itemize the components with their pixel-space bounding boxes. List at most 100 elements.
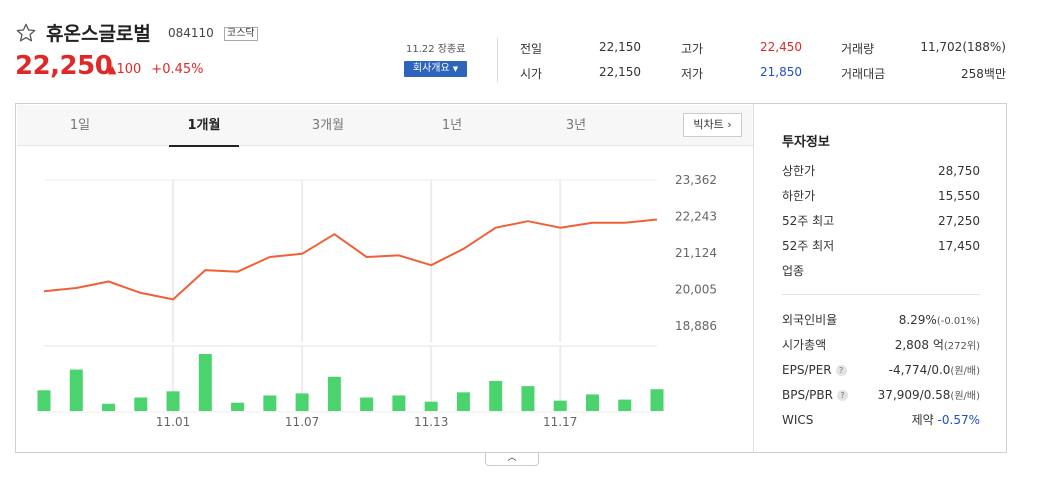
volume-bar <box>102 403 116 411</box>
chevron-right-icon: › <box>727 118 732 131</box>
volume-bar <box>69 369 83 411</box>
low-value: 21,850 <box>760 65 802 79</box>
upper-limit-row: 상한가 28,750 <box>782 163 980 179</box>
stock-code: 084110 <box>168 26 214 40</box>
high52-label: 52주 최고 <box>782 214 835 228</box>
x-tick-label: 11.13 <box>414 415 448 429</box>
amount-value: 258백만 <box>961 67 1006 81</box>
wics-row: WICS 제약 -0.57% <box>782 412 980 428</box>
foreign-ratio-change: (-0.01%) <box>936 316 980 327</box>
big-chart-button[interactable]: 빅차트 › <box>683 113 742 137</box>
caret-down-icon: ▼ <box>452 65 459 73</box>
x-tick-label: 11.17 <box>543 415 577 429</box>
chart-panel: 1일 1개월 3개월 1년 3년 빅차트 › 투자정보 상한가 28,750 하한… <box>15 103 1007 453</box>
company-overview-button[interactable]: 회사개요 ▼ <box>404 61 467 77</box>
chevron-up-icon: ︿ <box>507 453 517 463</box>
high-label: 고가 <box>681 42 704 56</box>
info-divider <box>782 294 980 295</box>
market-badge: 코스닥 <box>224 27 258 41</box>
volume-bar <box>360 397 374 411</box>
help-icon[interactable]: ? <box>836 390 848 401</box>
eps-per-value: -4,774/0.0 <box>888 363 951 377</box>
volume-bar <box>456 392 470 411</box>
tab-1year[interactable]: 1년 <box>441 118 463 133</box>
tab-1day[interactable]: 1일 <box>69 118 91 133</box>
volume-bar <box>553 400 567 411</box>
eps-per-row: EPS/PER? -4,774/0.0(원/배) <box>782 362 980 378</box>
change-amount: 100 <box>116 62 142 77</box>
sector-row: 업종 <box>782 263 980 279</box>
star-icon[interactable] <box>15 22 37 44</box>
panel-divider <box>753 104 754 452</box>
volume-bar <box>37 390 51 411</box>
volume-bar <box>198 354 212 411</box>
market-cap-label: 시가총액 <box>782 338 827 352</box>
change-percent: +0.45% <box>151 62 204 77</box>
volume-label: 거래량 <box>841 42 875 56</box>
company-overview-label: 회사개요 <box>412 63 450 74</box>
period-tabs: 1일 1개월 3개월 1년 3년 빅차트 › <box>17 105 753 147</box>
prev-close-value: 22,150 <box>599 40 641 54</box>
market-status-date: 11.22 장종료 <box>406 44 466 55</box>
low52-value: 17,450 <box>938 239 980 253</box>
volume-bar <box>263 395 277 411</box>
volume-bar <box>489 380 503 411</box>
lower-limit-label: 하한가 <box>782 189 816 203</box>
wics-change: -0.57% <box>937 413 980 427</box>
big-chart-label: 빅차트 <box>693 118 724 131</box>
foreign-ratio-row: 외국인비율 8.29%(-0.01%) <box>782 312 980 328</box>
wics-sector[interactable]: 제약 <box>911 413 934 427</box>
high-value: 22,450 <box>760 40 802 54</box>
foreign-ratio-label: 외국인비율 <box>782 313 838 327</box>
prev-close-label: 전일 <box>520 42 543 56</box>
volume-bar <box>295 393 309 411</box>
volume-bar <box>424 401 438 411</box>
volume-bar <box>231 402 245 411</box>
fold-panel-button[interactable]: ︿ <box>485 453 539 466</box>
upper-limit-label: 상한가 <box>782 164 816 178</box>
volume-bar <box>521 386 535 411</box>
price-volume-chart[interactable]: 11.01 11.07 11.13 11.17 23,362 22,243 21,124 20… <box>16 145 726 435</box>
lower-limit-row: 하한가 15,550 <box>782 188 980 204</box>
volume-bar <box>327 376 341 411</box>
x-tick-label: 11.01 <box>156 415 190 429</box>
investment-info: 투자정보 상한가 28,750 하한가 15,550 52주 최고 27,250 52… <box>754 104 1006 452</box>
bps-pbr-unit: (원/배) <box>950 391 980 402</box>
help-icon[interactable]: ? <box>835 365 847 376</box>
tab-3year[interactable]: 3년 <box>565 118 587 133</box>
price-change: ▲100 +0.45% <box>108 62 204 77</box>
bps-pbr-row: BPS/PBR? 37,909/0.58(원/배) <box>782 387 980 403</box>
high52-value: 27,250 <box>938 214 980 228</box>
y-tick-label: 18,886 <box>675 319 717 333</box>
volume-bar <box>585 394 599 411</box>
eps-per-label: EPS/PER <box>782 363 832 377</box>
foreign-ratio-value: 8.29% <box>898 313 937 327</box>
wics-label: WICS <box>782 413 814 427</box>
tab-1month[interactable]: 1개월 <box>169 105 239 147</box>
open-label: 시가 <box>520 67 543 81</box>
volume-value: 11,702(188%) <box>920 40 1006 54</box>
market-cap-rank: (272위) <box>943 341 980 352</box>
y-tick-label: 20,005 <box>675 283 717 297</box>
bps-pbr-label: BPS/PBR <box>782 388 833 402</box>
up-arrow-icon: ▲ <box>108 63 117 76</box>
volume-bar <box>392 395 406 411</box>
tab-3month[interactable]: 3개월 <box>311 118 345 133</box>
current-price: 22,250 <box>15 51 113 81</box>
market-cap-value: 2,808 억 <box>894 338 944 352</box>
sector-label: 업종 <box>782 264 805 278</box>
market-cap-row: 시가총액 2,808 억(272위) <box>782 337 980 353</box>
low52-label: 52주 최저 <box>782 239 835 253</box>
stock-name: 휴온스글로벌 <box>46 23 151 45</box>
stock-header: 휴온스글로벌 084110 코스닥 22,250 ▲100 +0.45% 11.2… <box>0 0 1037 100</box>
x-tick-label: 11.07 <box>285 415 319 429</box>
y-tick-label: 21,124 <box>675 246 717 260</box>
volume-bar <box>618 399 632 411</box>
low52-row: 52주 최저 17,450 <box>782 238 980 254</box>
lower-limit-value: 15,550 <box>938 189 980 203</box>
y-tick-label: 23,362 <box>675 173 717 187</box>
open-value: 22,150 <box>599 65 641 79</box>
divider <box>497 38 498 82</box>
volume-bar <box>134 397 148 411</box>
volume-bar <box>650 389 664 411</box>
